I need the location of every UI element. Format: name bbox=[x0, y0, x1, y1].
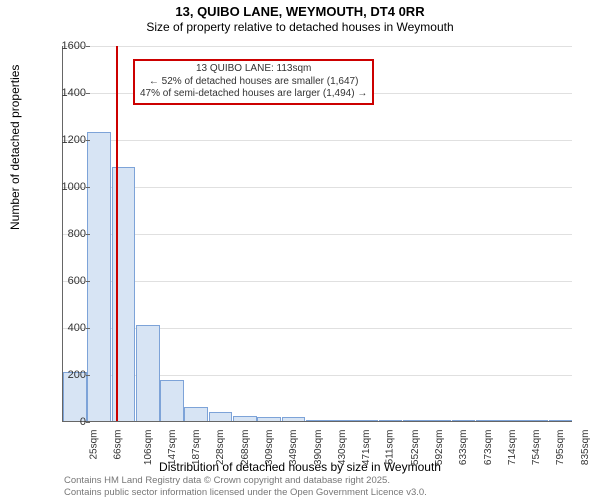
histogram-bar bbox=[306, 420, 330, 421]
y-tick-label: 200 bbox=[46, 369, 86, 381]
histogram-bar bbox=[330, 420, 354, 421]
y-tick-label: 1400 bbox=[46, 87, 86, 99]
axes: 13 QUIBO LANE: 113sqm← 52% of detached h… bbox=[62, 46, 572, 422]
x-tick-label: 714sqm bbox=[507, 430, 518, 466]
footer-line1: Contains HM Land Registry data © Crown c… bbox=[64, 475, 427, 486]
x-tick-label: 511sqm bbox=[385, 430, 396, 465]
y-tick-mark bbox=[86, 187, 90, 188]
gridline bbox=[63, 234, 572, 235]
x-tick-label: 795sqm bbox=[556, 430, 567, 466]
y-tick-label: 600 bbox=[46, 275, 86, 287]
callout-line3: 47% of semi-detached houses are larger (… bbox=[140, 88, 367, 101]
y-tick-label: 800 bbox=[46, 228, 86, 240]
x-tick-label: 471sqm bbox=[361, 430, 372, 466]
x-tick-label: 754sqm bbox=[531, 430, 542, 466]
histogram-bar bbox=[257, 417, 281, 421]
x-tick-label: 390sqm bbox=[313, 430, 324, 466]
histogram-bar bbox=[403, 420, 427, 421]
x-tick-label: 147sqm bbox=[167, 430, 178, 466]
gridline bbox=[63, 140, 572, 141]
y-tick-mark bbox=[86, 46, 90, 47]
histogram-bar bbox=[427, 420, 451, 421]
y-tick-mark bbox=[86, 234, 90, 235]
histogram-bar bbox=[136, 325, 160, 421]
x-tick-label: 633sqm bbox=[458, 430, 469, 466]
title-address: 13, QUIBO LANE, WEYMOUTH, DT4 0RR bbox=[0, 4, 600, 19]
histogram-bar bbox=[379, 420, 403, 421]
x-tick-label: 309sqm bbox=[264, 430, 275, 466]
x-tick-label: 228sqm bbox=[216, 430, 227, 466]
x-tick-label: 106sqm bbox=[143, 430, 154, 466]
x-tick-label: 673sqm bbox=[483, 430, 494, 466]
histogram-bar bbox=[160, 380, 184, 421]
histogram-bar bbox=[282, 417, 306, 421]
callout-line1: 13 QUIBO LANE: 113sqm bbox=[140, 63, 367, 76]
histogram-bar bbox=[476, 420, 500, 421]
y-tick-label: 1200 bbox=[46, 134, 86, 146]
histogram-bar bbox=[452, 420, 476, 421]
x-tick-label: 25sqm bbox=[89, 430, 100, 460]
x-tick-label: 592sqm bbox=[434, 430, 445, 466]
histogram-bar bbox=[209, 412, 233, 421]
footer-attribution: Contains HM Land Registry data © Crown c… bbox=[64, 475, 427, 498]
y-tick-label: 400 bbox=[46, 322, 86, 334]
histogram-bar bbox=[184, 407, 208, 421]
title-subtitle: Size of property relative to detached ho… bbox=[0, 20, 600, 34]
marker-callout: 13 QUIBO LANE: 113sqm← 52% of detached h… bbox=[133, 59, 374, 105]
histogram-bar bbox=[500, 420, 524, 421]
gridline bbox=[63, 281, 572, 282]
x-tick-label: 349sqm bbox=[288, 430, 299, 466]
y-tick-mark bbox=[86, 140, 90, 141]
callout-line2: ← 52% of detached houses are smaller (1,… bbox=[140, 76, 367, 89]
y-tick-mark bbox=[86, 375, 90, 376]
plot-area: 13 QUIBO LANE: 113sqm← 52% of detached h… bbox=[62, 46, 572, 422]
x-tick-label: 552sqm bbox=[410, 430, 421, 466]
property-marker-line bbox=[116, 46, 118, 421]
footer-line2: Contains public sector information licen… bbox=[64, 487, 427, 498]
y-axis-label: Number of detached properties bbox=[8, 65, 22, 230]
histogram-bar bbox=[524, 420, 548, 421]
histogram-bar bbox=[233, 416, 257, 421]
y-tick-mark bbox=[86, 422, 90, 423]
x-tick-label: 430sqm bbox=[337, 430, 348, 466]
gridline bbox=[63, 187, 572, 188]
y-tick-mark bbox=[86, 328, 90, 329]
x-tick-label: 187sqm bbox=[191, 430, 202, 466]
x-tick-label: 835sqm bbox=[580, 430, 591, 466]
y-tick-label: 0 bbox=[46, 416, 86, 428]
y-tick-mark bbox=[86, 93, 90, 94]
y-tick-label: 1600 bbox=[46, 40, 86, 52]
x-tick-label: 268sqm bbox=[240, 430, 251, 466]
y-tick-mark bbox=[86, 281, 90, 282]
histogram-bar bbox=[354, 420, 378, 421]
gridline bbox=[63, 46, 572, 47]
y-tick-label: 1000 bbox=[46, 181, 86, 193]
histogram-bar bbox=[549, 420, 573, 421]
chart-title: 13, QUIBO LANE, WEYMOUTH, DT4 0RR Size o… bbox=[0, 0, 600, 34]
x-tick-label: 66sqm bbox=[113, 430, 124, 460]
histogram-bar bbox=[87, 132, 111, 421]
